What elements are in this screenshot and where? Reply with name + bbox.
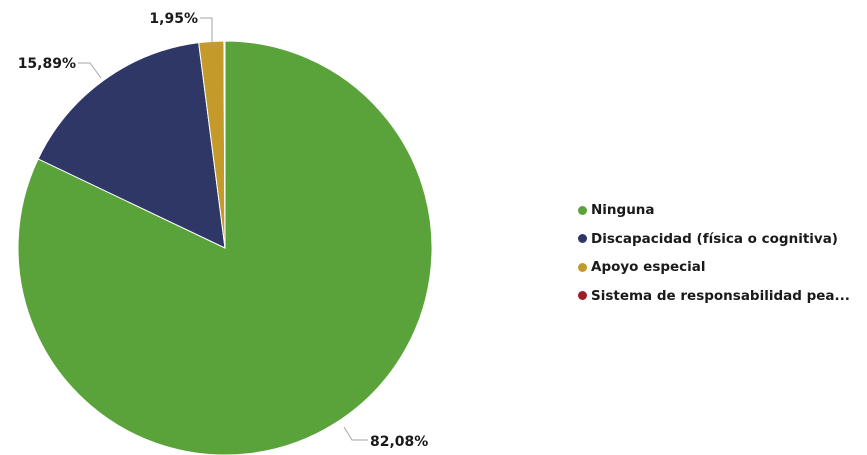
leader-line-ninguna [343, 426, 368, 441]
legend-item-discapacidad[interactable]: Discapacidad (física o cognitiva) [578, 225, 850, 254]
legend-label-discapacidad: Discapacidad (física o cognitiva) [591, 230, 838, 247]
legend: Ninguna Discapacidad (física o cognitiva… [578, 196, 850, 310]
leader-line-discapacidad-fisica-o-cognitiva [78, 62, 102, 79]
data-labels: 82,08% 15,89% 1,95% [18, 11, 429, 450]
pie-slice-discapacidad-fisica-o-cognitiva[interactable] [37, 42, 226, 249]
pie-slices [17, 40, 433, 455]
legend-item-ninguna[interactable]: Ninguna [578, 196, 850, 225]
data-label-discapacidad-fisica-o-cognitiva: 15,89% [18, 56, 76, 72]
legend-item-sistema-responsabilidad[interactable]: Sistema de responsabilidad pea... [578, 282, 850, 311]
leader-lines [78, 17, 368, 441]
legend-label-apoyo-especial: Apoyo especial [591, 259, 706, 276]
legend-swatch-apoyo-especial [578, 262, 587, 272]
legend-label-sistema-responsabilidad: Sistema de responsabilidad pea... [591, 287, 850, 304]
legend-swatch-discapacidad [578, 234, 587, 244]
legend-swatch-ninguna [578, 205, 587, 215]
legend-swatch-sistema-responsabilidad [578, 291, 587, 301]
data-label-apoyo-especial: 1,95% [149, 11, 198, 27]
legend-label-ninguna: Ninguna [591, 202, 655, 219]
pie-slice-sistema-de-responsabilidad-pea[interactable] [223, 40, 226, 249]
data-label-ninguna: 82,08% [370, 434, 428, 450]
legend-item-apoyo-especial[interactable]: Apoyo especial [578, 253, 850, 282]
leader-line-apoyo-especial [200, 17, 213, 44]
